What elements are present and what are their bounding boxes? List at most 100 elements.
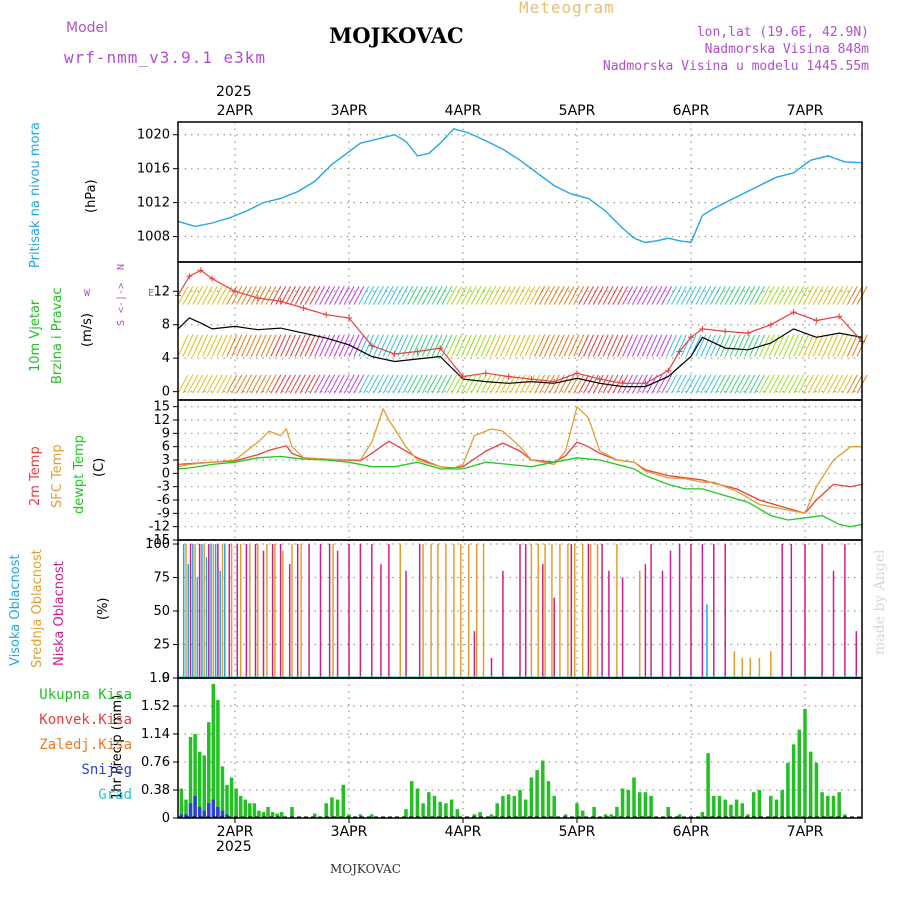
precip-bar — [266, 806, 270, 818]
precip-bar — [592, 806, 596, 818]
precip-bar — [220, 766, 225, 818]
precip-bar — [649, 795, 653, 818]
wind-barb — [490, 334, 502, 357]
precip-bar — [626, 790, 631, 818]
precip-bar — [751, 792, 756, 818]
panel-1: 0 4 8 12 — [153, 262, 862, 400]
wind-barb-bands — [177, 286, 868, 394]
wind-barb — [216, 286, 228, 305]
precip-bar — [193, 734, 197, 818]
x-tick-label-top: 2APR — [217, 103, 254, 119]
wind-barb — [412, 334, 423, 357]
x-tick-label-bottom: 4APR — [445, 824, 482, 840]
wind-barb — [309, 374, 321, 394]
wind-barb — [553, 374, 565, 394]
wind-barb — [754, 334, 765, 357]
wind-barb — [304, 334, 316, 357]
wind-barb — [480, 374, 492, 394]
wind-barb — [412, 374, 423, 394]
wind-barb — [416, 374, 428, 394]
wind-barb — [631, 374, 643, 394]
wind-barb — [353, 374, 365, 394]
precip-bar — [472, 814, 477, 818]
precip-bar — [609, 814, 613, 818]
wind-barb — [724, 286, 736, 305]
wind-barb — [661, 334, 673, 357]
wind-barb — [612, 374, 624, 394]
wind-barb — [578, 286, 590, 305]
pressure-line — [177, 128, 863, 244]
gust-marker — [528, 376, 535, 383]
precip-bar — [415, 788, 420, 818]
precip-bar — [575, 803, 579, 818]
wind-barb — [377, 286, 389, 305]
wind-barb — [206, 374, 218, 394]
wind-barb — [255, 334, 267, 357]
wind-barb — [832, 286, 844, 305]
precip-bar — [700, 812, 705, 818]
precip-bar — [207, 803, 211, 818]
wind-barb — [465, 374, 477, 394]
wind-barb — [338, 334, 350, 357]
wind-barb — [773, 286, 785, 305]
wind-barb — [749, 286, 761, 305]
precip-bar — [740, 803, 745, 818]
precip-bar — [444, 803, 448, 818]
wind-barb — [436, 334, 448, 357]
wind-barb — [675, 334, 687, 357]
gust-marker — [300, 305, 307, 311]
gust-marker — [505, 373, 512, 380]
gust-marker — [232, 288, 238, 295]
precip-bar — [501, 795, 505, 818]
wind-barb — [558, 286, 570, 305]
wind-line-udari — [177, 269, 863, 384]
wind-barb — [387, 334, 399, 357]
wind-barb — [573, 286, 585, 305]
wind-barb — [534, 374, 546, 394]
precip-bar — [791, 744, 796, 818]
wind-barb — [187, 374, 199, 394]
wind-barb — [416, 334, 428, 357]
wind-barb — [192, 374, 204, 394]
precip-bar — [252, 803, 257, 818]
wind-barb — [573, 374, 585, 394]
precip-bar — [184, 799, 188, 818]
precip-bar — [489, 814, 494, 818]
wind-barb — [729, 286, 741, 305]
wind-barb — [783, 374, 795, 394]
wind-barb — [392, 374, 404, 394]
precip-bar — [535, 770, 539, 818]
y-tick-label: 1.52 — [141, 699, 170, 714]
wind-barb — [573, 334, 585, 357]
wind-barb — [431, 374, 443, 394]
wind-barb — [294, 334, 306, 357]
wind-barb — [744, 334, 756, 357]
precip-bar — [831, 795, 836, 818]
wind-barb — [372, 374, 384, 394]
compass-w: W — [84, 288, 91, 299]
y-tick-label: -6 — [157, 493, 170, 508]
model-elevation-label: Nadmorska Visina u modelu 1445.55m — [602, 59, 869, 74]
gust-marker — [551, 378, 558, 385]
gust-marker — [665, 367, 672, 374]
wind-barb — [343, 286, 355, 305]
wind-barb — [309, 334, 321, 357]
wind-barb — [666, 334, 678, 357]
wind-barb — [260, 374, 272, 394]
wind-barb — [343, 334, 355, 357]
wind-barb — [768, 286, 780, 305]
wind-barb — [504, 334, 516, 357]
x-tick-label-top: 3APR — [331, 103, 368, 119]
precip-bar — [313, 813, 317, 818]
wind-barb — [504, 286, 516, 305]
wind-barb — [519, 286, 531, 305]
precip-bar — [257, 810, 261, 818]
precip-bar — [552, 795, 556, 818]
wind-barb — [460, 334, 472, 357]
wind-barb — [754, 374, 765, 394]
wind-barb — [754, 286, 765, 305]
wind-barb — [245, 374, 257, 394]
wind-barb — [372, 334, 384, 357]
wind-barb — [456, 334, 467, 357]
wind-barb — [778, 374, 790, 394]
